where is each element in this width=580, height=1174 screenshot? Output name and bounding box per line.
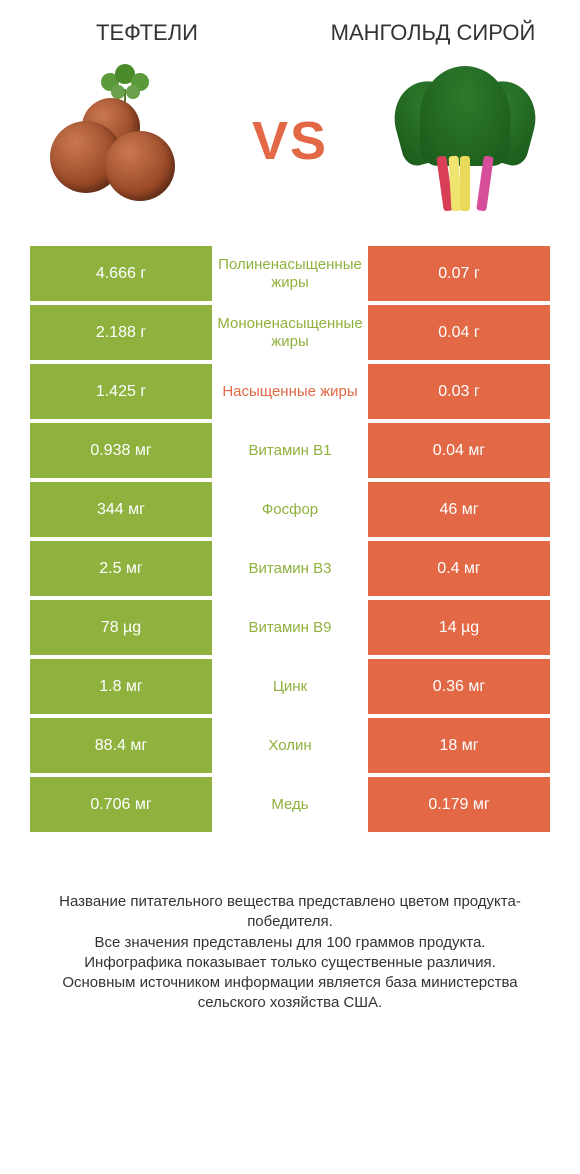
- footer-notes: Название питательного вещества представл…: [30, 892, 550, 1014]
- left-value-cell: 2.5 мг: [30, 541, 212, 596]
- nutrient-name-cell: Витамин B1: [212, 423, 368, 478]
- nutrient-name-cell: Витамин B3: [212, 541, 368, 596]
- infographic-container: ТЕФТЕЛИ МАНГОЛЬД СИРОЙ VS: [0, 0, 580, 1034]
- table-row: 0.706 мгМедь0.179 мг: [30, 777, 550, 832]
- right-product-title: МАНГОЛЬД СИРОЙ: [316, 20, 550, 46]
- table-row: 1.8 мгЦинк0.36 мг: [30, 659, 550, 714]
- left-product-title: ТЕФТЕЛИ: [30, 20, 264, 46]
- vs-label: VS: [252, 110, 328, 172]
- right-value-cell: 0.04 мг: [368, 423, 550, 478]
- right-value-cell: 0.04 г: [368, 305, 550, 360]
- footer-line: Название питательного вещества представл…: [40, 892, 540, 933]
- left-value-cell: 344 мг: [30, 482, 212, 537]
- images-row: VS: [30, 66, 550, 216]
- footer-line: Все значения представлены для 100 граммо…: [40, 933, 540, 953]
- footer-line: Основным источником информации является …: [40, 973, 540, 1014]
- right-value-cell: 0.36 мг: [368, 659, 550, 714]
- right-value-cell: 18 мг: [368, 718, 550, 773]
- left-value-cell: 1.8 мг: [30, 659, 212, 714]
- nutrient-name-cell: Витамин B9: [212, 600, 368, 655]
- nutrient-name-cell: Холин: [212, 718, 368, 773]
- footer-line: Инфографика показывает только существенн…: [40, 953, 540, 973]
- left-value-cell: 0.938 мг: [30, 423, 212, 478]
- nutrient-name-cell: Цинк: [212, 659, 368, 714]
- nutrient-name-cell: Мононенасыщенные жиры: [212, 305, 368, 360]
- table-row: 2.188 гМононенасыщенные жиры0.04 г: [30, 305, 550, 360]
- meatballs-illustration: [40, 76, 190, 206]
- table-row: 2.5 мгВитамин B30.4 мг: [30, 541, 550, 596]
- header: ТЕФТЕЛИ МАНГОЛЬД СИРОЙ: [30, 20, 550, 46]
- table-row: 78 µgВитамин B914 µg: [30, 600, 550, 655]
- left-value-cell: 0.706 мг: [30, 777, 212, 832]
- table-row: 4.666 гПолиненасыщенные жиры0.07 г: [30, 246, 550, 301]
- nutrient-name-cell: Полиненасыщенные жиры: [212, 246, 368, 301]
- left-value-cell: 4.666 г: [30, 246, 212, 301]
- right-value-cell: 0.179 мг: [368, 777, 550, 832]
- nutrient-table: 4.666 гПолиненасыщенные жиры0.07 г2.188 …: [30, 246, 550, 832]
- nutrient-name-cell: Насыщенные жиры: [212, 364, 368, 419]
- right-value-cell: 0.4 мг: [368, 541, 550, 596]
- right-value-cell: 0.07 г: [368, 246, 550, 301]
- table-row: 0.938 мгВитамин B10.04 мг: [30, 423, 550, 478]
- right-food-image: [380, 66, 550, 216]
- left-value-cell: 2.188 г: [30, 305, 212, 360]
- table-row: 1.425 гНасыщенные жиры0.03 г: [30, 364, 550, 419]
- table-row: 344 мгФосфор46 мг: [30, 482, 550, 537]
- nutrient-name-cell: Медь: [212, 777, 368, 832]
- table-row: 88.4 мгХолин18 мг: [30, 718, 550, 773]
- nutrient-name-cell: Фосфор: [212, 482, 368, 537]
- left-value-cell: 88.4 мг: [30, 718, 212, 773]
- chard-illustration: [390, 66, 540, 216]
- right-value-cell: 46 мг: [368, 482, 550, 537]
- left-value-cell: 1.425 г: [30, 364, 212, 419]
- left-value-cell: 78 µg: [30, 600, 212, 655]
- left-food-image: [30, 66, 200, 216]
- right-value-cell: 0.03 г: [368, 364, 550, 419]
- right-value-cell: 14 µg: [368, 600, 550, 655]
